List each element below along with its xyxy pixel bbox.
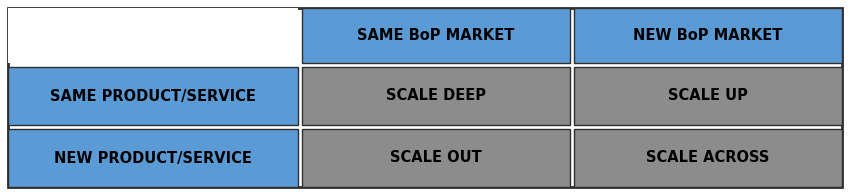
Bar xyxy=(8,8,298,63)
Bar xyxy=(8,67,298,125)
Text: SAME PRODUCT/SERVICE: SAME PRODUCT/SERVICE xyxy=(50,89,256,103)
Bar xyxy=(301,67,569,125)
Text: SCALE DEEP: SCALE DEEP xyxy=(386,89,486,103)
Bar xyxy=(573,8,841,63)
Bar xyxy=(301,129,569,187)
Text: SAME BoP MARKET: SAME BoP MARKET xyxy=(357,28,514,43)
Text: SCALE ACROSS: SCALE ACROSS xyxy=(646,151,769,166)
Bar xyxy=(573,129,841,187)
Text: SCALE OUT: SCALE OUT xyxy=(390,151,481,166)
Bar xyxy=(573,67,841,125)
Bar xyxy=(301,8,569,63)
Text: SCALE UP: SCALE UP xyxy=(667,89,747,103)
Bar xyxy=(8,129,298,187)
Text: NEW BoP MARKET: NEW BoP MARKET xyxy=(633,28,782,43)
Text: NEW PRODUCT/SERVICE: NEW PRODUCT/SERVICE xyxy=(54,151,251,166)
